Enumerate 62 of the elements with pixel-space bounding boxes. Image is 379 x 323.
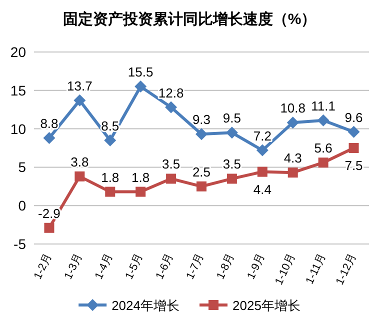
data-label: 15.5	[128, 64, 154, 80]
x-tick-label: 1-11月	[304, 252, 328, 286]
y-tick-label: 5	[18, 159, 26, 176]
y-tick-label: -5	[14, 236, 26, 252]
data-label: 1.8	[132, 170, 150, 185]
data-label: 9.3	[192, 112, 211, 128]
data-label: 3.5	[222, 156, 241, 172]
point	[196, 181, 206, 192]
legend-label: 2025年增长	[232, 298, 300, 313]
point	[166, 174, 176, 184]
point	[74, 171, 85, 182]
point	[134, 80, 147, 93]
data-label: 4.3	[284, 150, 302, 166]
point	[288, 168, 298, 178]
data-label: 2.5	[192, 164, 211, 180]
point	[104, 134, 116, 146]
x-tick-label: 1-10月	[273, 252, 298, 287]
point	[348, 126, 360, 138]
data-label: 3.5	[162, 156, 180, 172]
y-tick-label: 10	[10, 120, 26, 137]
point	[256, 144, 268, 156]
data-label: 12.8	[158, 85, 184, 100]
x-tick-label: 1-12月	[334, 252, 359, 287]
point	[136, 186, 146, 197]
point	[286, 116, 299, 129]
x-tick-label: 1-5月	[123, 252, 146, 282]
x-tick-label: 1-3月	[62, 252, 85, 282]
point	[43, 132, 56, 144]
data-label: 11.1	[311, 98, 336, 114]
x-tick-label: 1-8月	[214, 252, 237, 282]
chart-title: 固定资产投资累计同比增长速度（%）	[62, 10, 316, 28]
point	[318, 158, 328, 168]
y-tick-label: 15	[10, 82, 26, 98]
y-tick-label: 20	[10, 44, 26, 60]
x-tick-label: 1-7月	[184, 252, 207, 282]
data-label: 1.8	[101, 170, 120, 185]
data-label: 7.5	[344, 158, 363, 173]
point	[105, 186, 116, 197]
data-label: 13.7	[67, 78, 92, 94]
data-label: 5.6	[314, 140, 332, 156]
x-tick-label: 1-4月	[92, 252, 116, 282]
point	[226, 174, 237, 184]
data-label: 10.8	[280, 100, 306, 116]
point	[196, 128, 208, 140]
data-label: 9.6	[344, 110, 363, 125]
point	[44, 222, 54, 233]
point	[348, 143, 359, 153]
x-tick-label: 1-6月	[154, 252, 176, 282]
x-tick-label: 1-2月	[32, 252, 54, 282]
point	[165, 101, 178, 114]
x-tick-label: 1-9月	[245, 252, 268, 282]
y-tick-label: 0	[18, 198, 26, 214]
data-label: 3.8	[70, 154, 89, 170]
data-label: 4.4	[253, 182, 272, 197]
point	[257, 166, 268, 177]
data-label: 7.2	[253, 128, 272, 144]
legend-label: 2024年增长	[112, 298, 180, 313]
data-label: 8.8	[40, 116, 58, 132]
point	[317, 114, 330, 126]
point	[226, 126, 238, 139]
data-label: 9.5	[222, 110, 241, 126]
point	[74, 94, 86, 106]
